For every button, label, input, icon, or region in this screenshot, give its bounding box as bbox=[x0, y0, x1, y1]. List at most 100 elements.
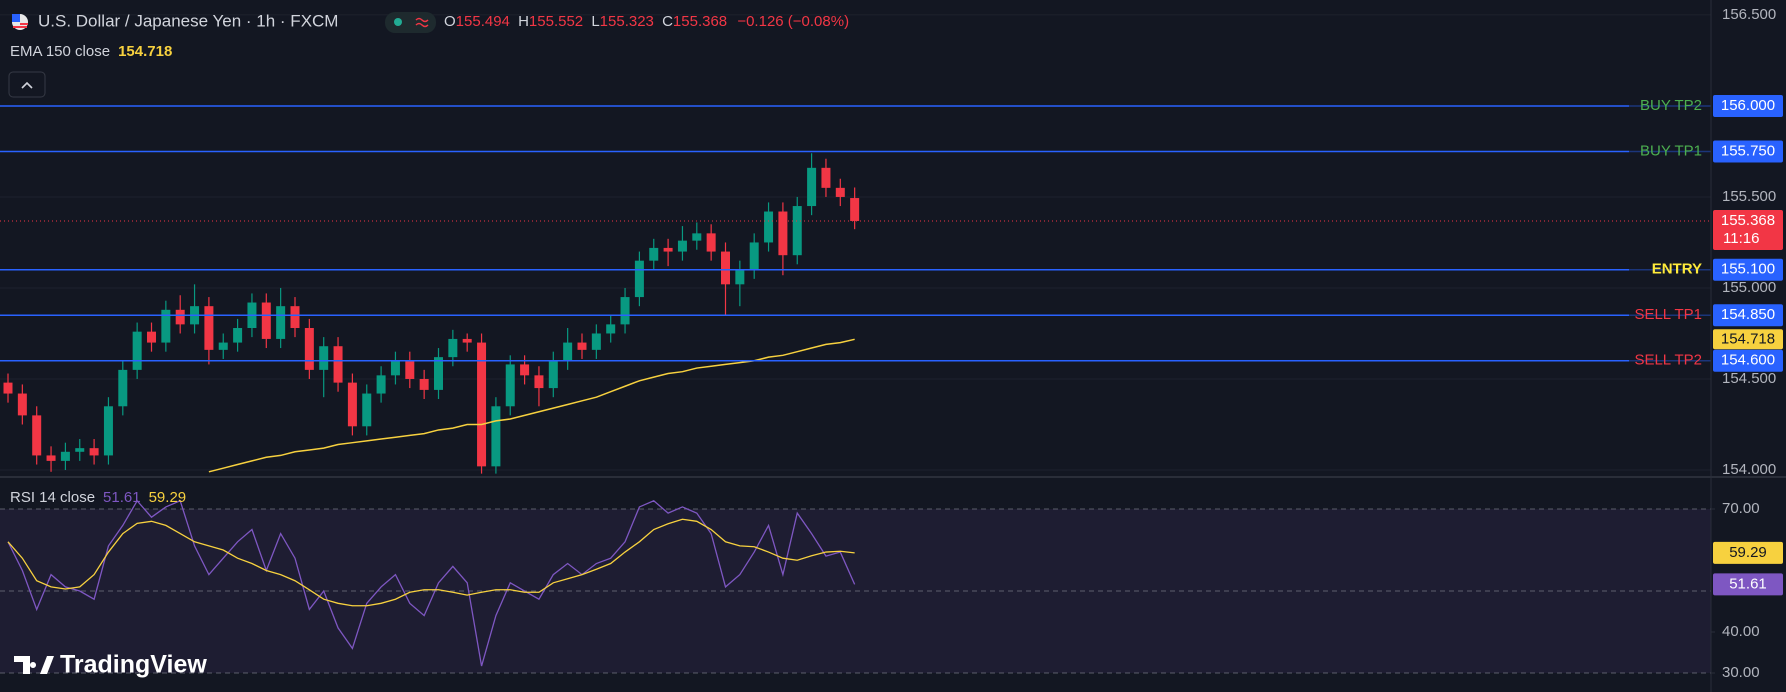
candle-body bbox=[749, 242, 759, 270]
level-label: SELL TP2 bbox=[1634, 352, 1702, 369]
status-badge[interactable] bbox=[385, 12, 436, 33]
ohlc-letter: C bbox=[662, 13, 673, 30]
candle-body bbox=[333, 346, 343, 383]
rsi-tag-label: 51.61 bbox=[1729, 575, 1767, 592]
rsi-line bbox=[7, 499, 856, 667]
candle-body bbox=[620, 297, 630, 325]
candle-body bbox=[390, 360, 400, 376]
candle-body bbox=[591, 333, 601, 350]
candle-body bbox=[477, 342, 487, 467]
candle-body bbox=[606, 324, 616, 334]
candle-body bbox=[89, 448, 99, 456]
y-tick-label: 40.00 bbox=[1722, 623, 1760, 640]
candle-body bbox=[46, 455, 56, 461]
y-tick-label: 154.000 bbox=[1722, 461, 1776, 478]
candle-body bbox=[735, 269, 745, 285]
candle-body bbox=[60, 451, 70, 461]
y-tick-label: 156.500 bbox=[1722, 6, 1776, 23]
candle-body bbox=[132, 331, 142, 370]
symbol-icon-stripes bbox=[13, 23, 28, 28]
candle-body bbox=[362, 393, 372, 427]
candle-body bbox=[505, 364, 515, 407]
rsi-tag bbox=[1713, 573, 1783, 596]
rsi-line bbox=[7, 518, 855, 607]
candle-body bbox=[175, 309, 185, 325]
candle-body bbox=[491, 406, 501, 467]
ohlc-value: 155.552 bbox=[529, 13, 583, 30]
market-open-dot bbox=[394, 18, 402, 26]
candle-body bbox=[706, 233, 716, 252]
candle-body bbox=[663, 247, 673, 252]
candle-body bbox=[17, 393, 27, 416]
countdown-label: 11:16 bbox=[1723, 230, 1759, 247]
candle-body bbox=[32, 415, 42, 456]
level-tag-label: 154.850 bbox=[1721, 306, 1775, 323]
y-tick-label: 155.000 bbox=[1722, 279, 1776, 296]
candle-body bbox=[103, 406, 113, 456]
level-tag-label: 155.100 bbox=[1721, 261, 1775, 278]
candle-body bbox=[520, 364, 530, 376]
y-tick-label: 70.00 bbox=[1722, 500, 1760, 517]
candle-body bbox=[405, 360, 415, 379]
ema-legend-name: EMA 150 close bbox=[10, 43, 110, 60]
ema-tag-label: 154.718 bbox=[1721, 330, 1775, 347]
rsi-legend: RSI 14 close 51.61 59.29 bbox=[10, 489, 186, 506]
candle-body bbox=[376, 375, 386, 394]
candle-body bbox=[677, 240, 687, 252]
candle-body bbox=[462, 338, 472, 343]
level-tag-label: 155.750 bbox=[1721, 142, 1775, 159]
level-tag bbox=[1713, 304, 1783, 327]
candle-body bbox=[218, 342, 228, 350]
candle-body bbox=[304, 328, 314, 370]
ohlc-change: −0.126 (−0.08%) bbox=[737, 13, 849, 30]
candle-body bbox=[634, 260, 644, 298]
candle-body bbox=[448, 338, 458, 358]
plot-area: BUY TP2 BUY TP1 ENTRY SELL TP1 SELL TP2 bbox=[0, 14, 1715, 674]
ohlc-letter: L bbox=[591, 13, 599, 30]
ema-tag bbox=[1713, 329, 1783, 350]
ema-legend-value: 154.718 bbox=[118, 43, 172, 60]
candle-body bbox=[807, 167, 817, 207]
ohlc-letter: O bbox=[444, 13, 456, 30]
level-tag-label: 156.000 bbox=[1721, 97, 1775, 114]
level-label: SELL TP1 bbox=[1634, 306, 1702, 323]
candle-body bbox=[778, 211, 788, 256]
candle-body bbox=[233, 328, 243, 343]
level-tag-label: 154.600 bbox=[1721, 352, 1775, 369]
candle-body bbox=[347, 382, 357, 427]
ohlc-letter: H bbox=[518, 13, 529, 30]
candle-body bbox=[290, 306, 300, 329]
candle-body bbox=[534, 375, 544, 389]
delay-icon bbox=[415, 17, 429, 28]
candle-body bbox=[577, 342, 587, 350]
symbol-icon-flag bbox=[12, 14, 20, 22]
candle-body bbox=[792, 206, 802, 256]
brand-logo bbox=[14, 656, 54, 674]
candle-body bbox=[3, 382, 13, 394]
ema-line bbox=[208, 338, 855, 473]
candle-body bbox=[548, 360, 558, 389]
level-tag bbox=[1713, 140, 1783, 163]
candle-body bbox=[204, 306, 214, 350]
candle-body bbox=[319, 346, 329, 370]
price-tag bbox=[1713, 209, 1783, 250]
candle-body bbox=[850, 198, 860, 221]
collapse-button[interactable] bbox=[8, 71, 46, 98]
ema-legend: EMA 150 close 154.718 bbox=[10, 43, 172, 60]
rsi-legend-value: 51.61 bbox=[103, 489, 141, 506]
candle-body bbox=[118, 369, 128, 407]
ohlc-value: 155.368 bbox=[673, 13, 727, 30]
level-label: BUY TP2 bbox=[1640, 97, 1702, 114]
ohlc-legend: O155.494 H155.552 L155.323 C155.368 −0.1… bbox=[444, 13, 849, 30]
candle-body bbox=[147, 331, 156, 343]
y-tick-label: 30.00 bbox=[1722, 664, 1760, 681]
candle-body bbox=[692, 233, 702, 241]
ohlc-value: 155.323 bbox=[600, 13, 654, 30]
collapse-icon bbox=[21, 81, 33, 89]
rsi-tag bbox=[1713, 541, 1783, 564]
candle-body bbox=[161, 309, 171, 343]
axis-tags: 156.500 155.500 155.000 154.500 154.000 156.0… bbox=[1713, 6, 1783, 681]
rsi-legend-name: RSI 14 close bbox=[10, 489, 95, 506]
candle-body bbox=[563, 342, 573, 361]
